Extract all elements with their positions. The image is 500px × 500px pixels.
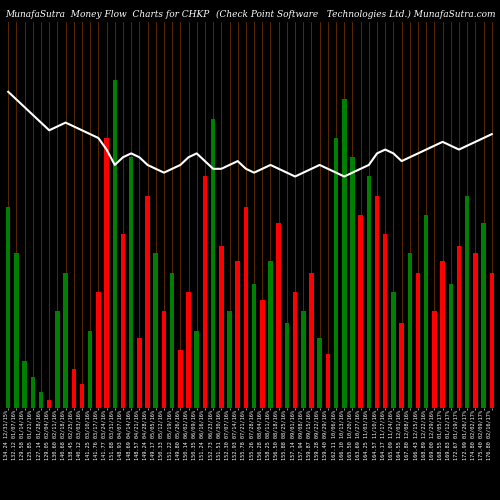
- Bar: [473, 254, 478, 408]
- Bar: [244, 208, 248, 408]
- Bar: [236, 261, 240, 408]
- Bar: [129, 157, 134, 407]
- Bar: [350, 157, 354, 407]
- Bar: [342, 100, 346, 407]
- Bar: [194, 330, 199, 407]
- Bar: [30, 376, 35, 408]
- Bar: [64, 272, 68, 407]
- Bar: [80, 384, 84, 407]
- Bar: [137, 338, 141, 407]
- Bar: [326, 354, 330, 408]
- Bar: [47, 400, 52, 407]
- Bar: [88, 330, 92, 407]
- Bar: [465, 196, 469, 408]
- Bar: [6, 208, 10, 408]
- Bar: [252, 284, 256, 408]
- Bar: [178, 350, 182, 408]
- Bar: [211, 118, 216, 408]
- Text: (Check Point Software   Technologies Ltd.) MunafaSutra.com: (Check Point Software Technologies Ltd.)…: [216, 10, 495, 19]
- Bar: [375, 196, 380, 408]
- Bar: [456, 246, 461, 408]
- Bar: [120, 234, 125, 408]
- Bar: [391, 292, 396, 408]
- Bar: [219, 246, 224, 408]
- Bar: [14, 254, 18, 408]
- Bar: [400, 323, 404, 407]
- Bar: [440, 261, 445, 408]
- Bar: [416, 272, 420, 407]
- Bar: [22, 362, 27, 408]
- Bar: [432, 311, 436, 408]
- Bar: [276, 222, 281, 408]
- Bar: [112, 80, 117, 407]
- Bar: [96, 292, 100, 408]
- Bar: [268, 261, 272, 408]
- Bar: [408, 254, 412, 408]
- Bar: [448, 284, 453, 408]
- Bar: [482, 222, 486, 408]
- Bar: [383, 234, 388, 408]
- Bar: [334, 138, 338, 407]
- Bar: [154, 254, 158, 408]
- Bar: [318, 338, 322, 407]
- Bar: [301, 311, 306, 408]
- Bar: [284, 323, 289, 407]
- Bar: [202, 176, 207, 408]
- Bar: [55, 311, 60, 408]
- Bar: [170, 272, 174, 407]
- Bar: [366, 176, 371, 408]
- Bar: [228, 311, 232, 408]
- Bar: [260, 300, 264, 408]
- Bar: [72, 369, 76, 408]
- Bar: [309, 272, 314, 407]
- Bar: [424, 215, 428, 408]
- Bar: [490, 272, 494, 407]
- Bar: [162, 311, 166, 408]
- Bar: [293, 292, 298, 408]
- Text: MunafaSutra  Money Flow  Charts for CHKP: MunafaSutra Money Flow Charts for CHKP: [5, 10, 209, 19]
- Bar: [104, 138, 109, 407]
- Bar: [358, 215, 363, 408]
- Bar: [186, 292, 191, 408]
- Bar: [146, 196, 150, 408]
- Bar: [39, 392, 44, 407]
